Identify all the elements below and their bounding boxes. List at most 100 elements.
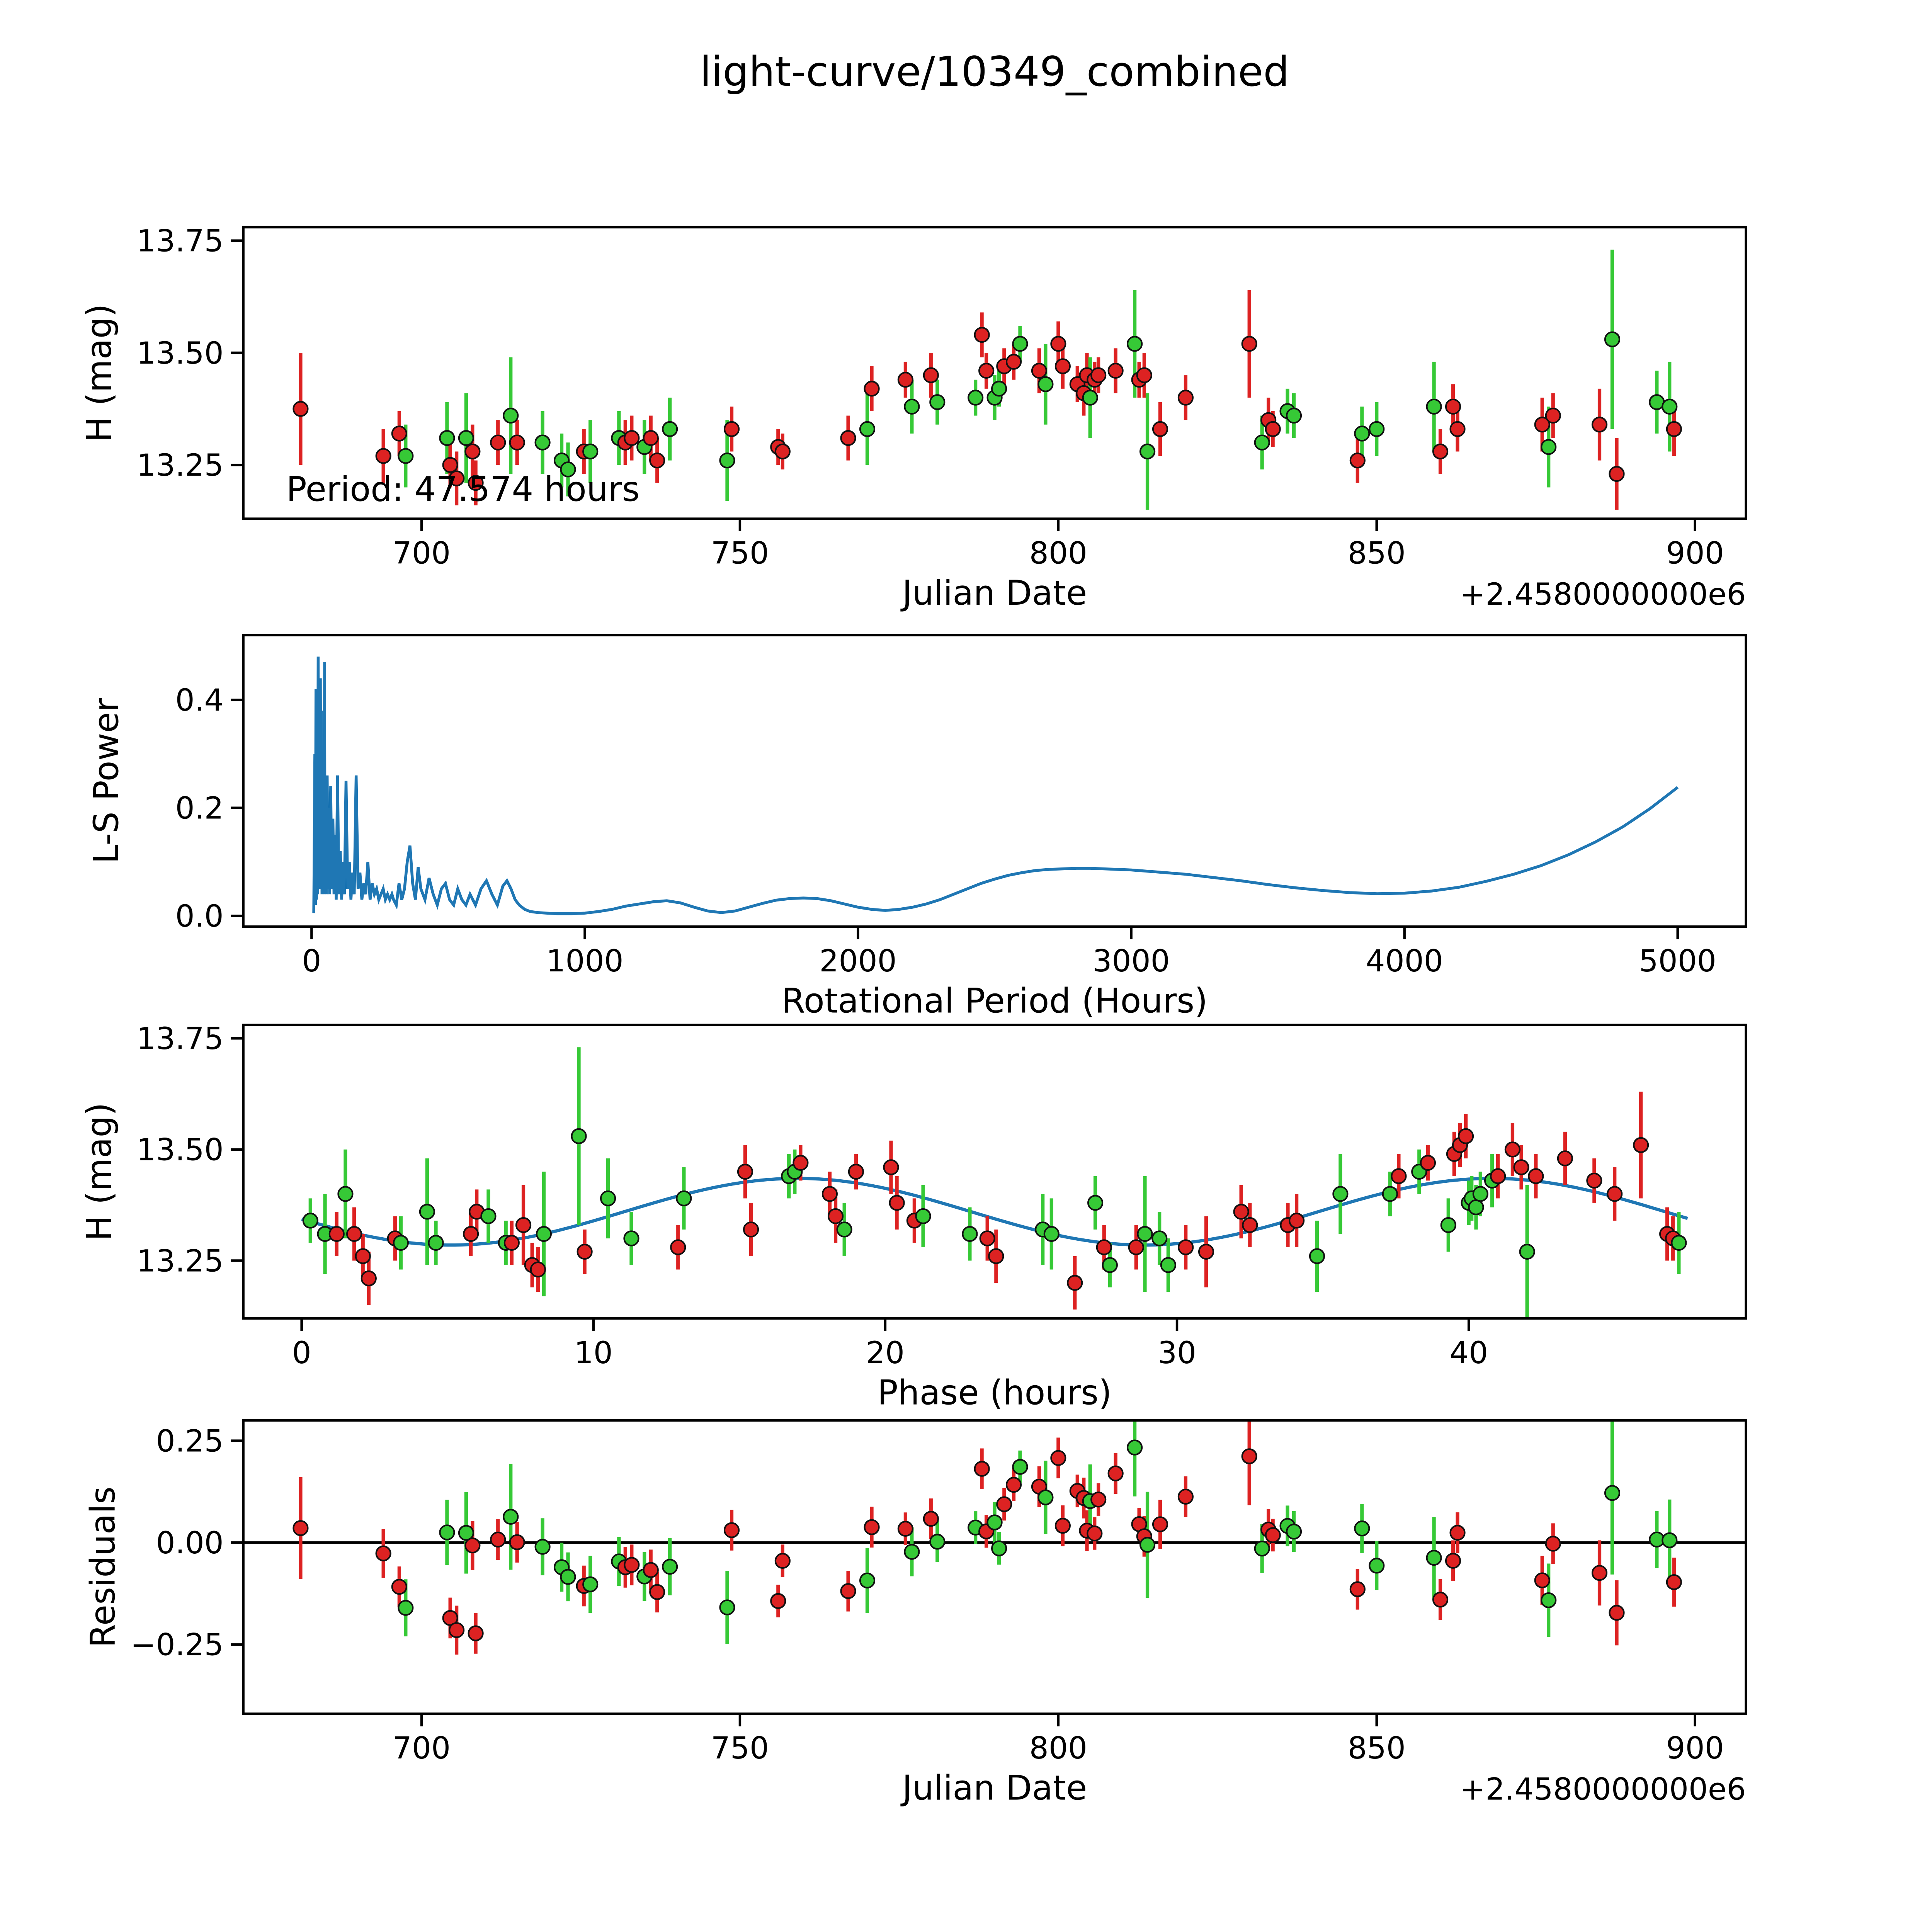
periodogram-data xyxy=(312,656,1679,915)
data-point xyxy=(1671,1235,1687,1251)
data-point xyxy=(1513,1159,1529,1175)
data-point xyxy=(1445,1553,1461,1569)
x-tick-label: 850 xyxy=(1348,535,1406,571)
data-point xyxy=(1609,466,1625,482)
phased-data xyxy=(301,1047,1688,1319)
data-point xyxy=(923,1511,939,1527)
data-point xyxy=(1054,1518,1071,1534)
data-point xyxy=(864,1519,880,1535)
data-point xyxy=(536,1226,552,1242)
data-point xyxy=(1445,398,1461,415)
data-point xyxy=(991,1540,1007,1556)
data-point xyxy=(515,1217,532,1233)
data-point xyxy=(464,1537,481,1554)
data-point xyxy=(490,1531,506,1548)
x-tick-label: 750 xyxy=(711,535,769,571)
data-point xyxy=(719,1599,735,1616)
residuals-frame xyxy=(242,1419,1747,1715)
data-point xyxy=(1198,1243,1214,1260)
data-point xyxy=(743,1221,759,1238)
data-point xyxy=(1242,1217,1258,1233)
data-point xyxy=(468,1625,484,1641)
data-point xyxy=(1233,1204,1249,1220)
data-point xyxy=(1586,1172,1602,1189)
data-point xyxy=(774,1553,791,1569)
period-annotation: Period: 47.574 hours xyxy=(286,469,640,509)
data-point xyxy=(293,1520,309,1536)
data-point xyxy=(1152,421,1168,437)
data-point xyxy=(859,1572,876,1588)
y-tick-label: 0.00 xyxy=(156,1525,224,1561)
data-point xyxy=(449,470,465,486)
x-axis-label: Julian Date xyxy=(900,1768,1087,1808)
y-tick-label: 0.2 xyxy=(175,790,224,826)
data-point xyxy=(582,1576,599,1592)
x-offset-label: +2.4580000000e6 xyxy=(1460,1771,1746,1807)
data-point xyxy=(375,448,391,464)
data-point xyxy=(1107,1465,1124,1481)
data-point xyxy=(1354,425,1370,442)
data-point xyxy=(1458,1128,1474,1144)
data-point xyxy=(793,1155,809,1171)
data-point xyxy=(1309,1248,1325,1264)
data-point xyxy=(1545,1536,1561,1552)
data-point xyxy=(375,1545,391,1561)
data-point xyxy=(1139,1537,1156,1553)
data-point xyxy=(1067,1275,1083,1291)
x-tick-label: 700 xyxy=(393,1730,451,1766)
y-axis-label: H (mag) xyxy=(79,304,119,442)
data-point xyxy=(840,1583,856,1599)
x-tick-label: 800 xyxy=(1029,1730,1087,1766)
data-point xyxy=(398,1600,414,1616)
data-point xyxy=(391,425,407,442)
y-axis-label: L-S Power xyxy=(87,698,126,864)
data-point xyxy=(1254,434,1270,451)
data-point xyxy=(328,1226,345,1242)
data-point xyxy=(1426,398,1442,415)
data-point xyxy=(904,398,920,415)
data-point xyxy=(1541,439,1557,455)
data-point xyxy=(1102,1257,1118,1273)
data-point xyxy=(509,434,525,451)
data-point xyxy=(1591,417,1608,433)
data-point xyxy=(1289,1213,1305,1229)
data-point xyxy=(1534,1572,1550,1588)
data-point xyxy=(1609,1605,1625,1621)
data-point xyxy=(1432,443,1449,460)
data-point xyxy=(1177,389,1194,406)
data-point xyxy=(1012,1459,1028,1475)
data-point xyxy=(449,1622,465,1638)
data-point xyxy=(1126,1439,1143,1456)
data-point xyxy=(1160,1257,1176,1273)
data-point xyxy=(1005,354,1022,370)
data-point xyxy=(463,1226,479,1242)
y-tick-label: −0.25 xyxy=(131,1627,224,1663)
periodogram-line xyxy=(312,656,1679,915)
data-point xyxy=(1666,1574,1682,1590)
data-point xyxy=(624,430,640,446)
data-point xyxy=(442,1610,458,1626)
data-point xyxy=(1369,1558,1385,1574)
data-point xyxy=(293,401,309,417)
data-point xyxy=(897,372,913,388)
data-point xyxy=(1633,1137,1649,1153)
data-point xyxy=(1107,362,1124,379)
data-point xyxy=(889,1195,905,1211)
data-point xyxy=(1050,336,1066,352)
y-axis-label: H (mag) xyxy=(79,1102,119,1241)
data-point xyxy=(1591,1565,1608,1581)
data-point xyxy=(719,452,735,469)
data-point xyxy=(1286,407,1302,424)
y-tick-label: 13.75 xyxy=(136,1021,223,1056)
data-point xyxy=(1545,407,1561,424)
data-point xyxy=(1391,1168,1407,1184)
data-point xyxy=(428,1235,444,1251)
data-point xyxy=(1490,1168,1506,1184)
data-point xyxy=(480,1208,497,1225)
x-tick-label: 700 xyxy=(393,535,451,571)
data-point xyxy=(979,1230,995,1247)
data-point xyxy=(1031,362,1048,379)
data-point xyxy=(439,1524,455,1541)
x-tick-label: 0 xyxy=(292,1335,311,1371)
